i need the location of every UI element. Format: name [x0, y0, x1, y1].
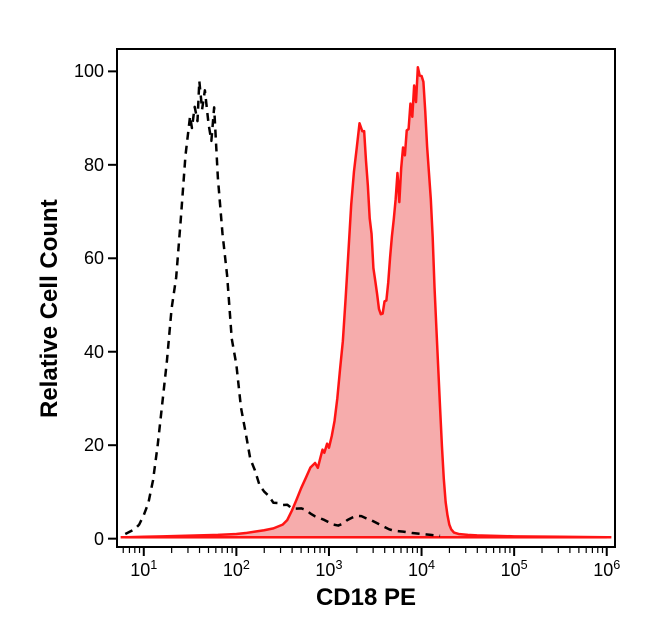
- x-tick-label: 102: [216, 558, 256, 581]
- plot-border: [116, 48, 616, 548]
- y-axis-label: Relative Cell Count: [36, 199, 64, 418]
- plot-area: [116, 48, 616, 548]
- x-tick-label: 101: [124, 558, 164, 581]
- y-tick-label: 0: [94, 529, 104, 550]
- y-tick-label: 80: [84, 155, 104, 176]
- x-tick-label: 103: [309, 558, 349, 581]
- y-tick-label: 40: [84, 342, 104, 363]
- y-tick-label: 20: [84, 435, 104, 456]
- x-tick-label: 105: [494, 558, 534, 581]
- x-axis-label: CD18 PE: [116, 584, 616, 612]
- chart-frame: Relative Cell Count CD18 PE 101 102 103 104…: [0, 0, 650, 639]
- x-tick-label: 106: [587, 558, 627, 581]
- y-tick-label: 100: [74, 61, 104, 82]
- y-tick-label: 60: [84, 248, 104, 269]
- x-tick-label: 104: [402, 558, 442, 581]
